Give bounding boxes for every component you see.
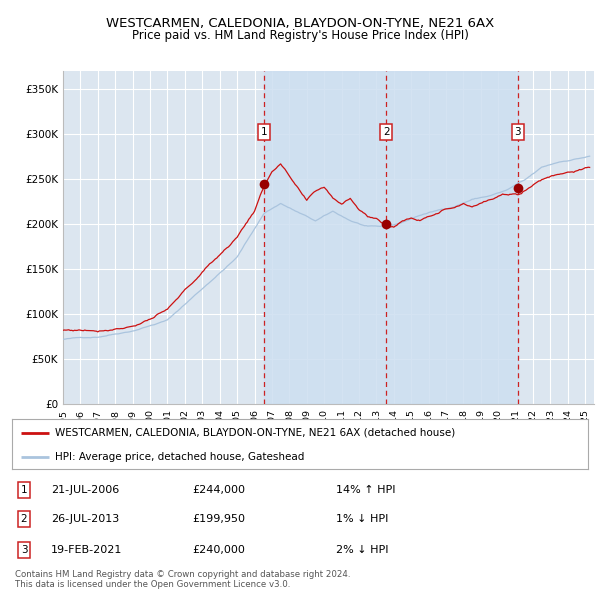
Text: 2% ↓ HPI: 2% ↓ HPI — [336, 545, 389, 555]
Text: 1% ↓ HPI: 1% ↓ HPI — [336, 514, 388, 524]
Text: HPI: Average price, detached house, Gateshead: HPI: Average price, detached house, Gate… — [55, 451, 305, 461]
Bar — [264, 71, 518, 404]
Text: £240,000: £240,000 — [192, 545, 245, 555]
Text: WESTCARMEN, CALEDONIA, BLAYDON-ON-TYNE, NE21 6AX: WESTCARMEN, CALEDONIA, BLAYDON-ON-TYNE, … — [106, 17, 494, 30]
Text: 14% ↑ HPI: 14% ↑ HPI — [336, 485, 395, 494]
Text: £244,000: £244,000 — [192, 485, 245, 494]
Text: £199,950: £199,950 — [192, 514, 245, 524]
Text: 1: 1 — [20, 485, 28, 494]
Text: 3: 3 — [20, 545, 28, 555]
Text: This data is licensed under the Open Government Licence v3.0.: This data is licensed under the Open Gov… — [15, 579, 290, 589]
Text: 26-JUL-2013: 26-JUL-2013 — [51, 514, 119, 524]
Text: 3: 3 — [515, 127, 521, 137]
Text: Price paid vs. HM Land Registry's House Price Index (HPI): Price paid vs. HM Land Registry's House … — [131, 30, 469, 42]
Text: 1: 1 — [261, 127, 268, 137]
Text: 21-JUL-2006: 21-JUL-2006 — [51, 485, 119, 494]
Text: Contains HM Land Registry data © Crown copyright and database right 2024.: Contains HM Land Registry data © Crown c… — [15, 570, 350, 579]
Text: 2: 2 — [383, 127, 389, 137]
Text: 19-FEB-2021: 19-FEB-2021 — [51, 545, 122, 555]
Text: WESTCARMEN, CALEDONIA, BLAYDON-ON-TYNE, NE21 6AX (detached house): WESTCARMEN, CALEDONIA, BLAYDON-ON-TYNE, … — [55, 428, 455, 438]
Text: 2: 2 — [20, 514, 28, 524]
